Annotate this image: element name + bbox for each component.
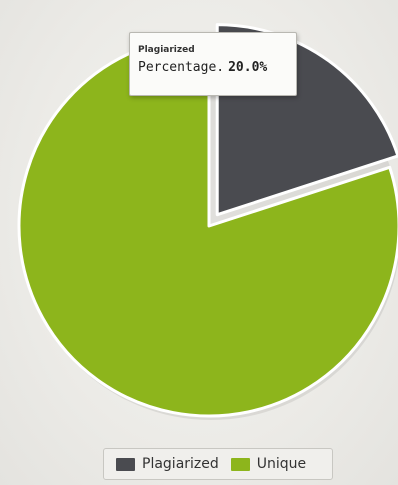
legend-swatch-unique (230, 457, 250, 471)
legend-swatch-plagiarized (116, 457, 135, 471)
tooltip-title: Plagiarized (138, 45, 195, 55)
legend-label-unique: Unique (256, 456, 307, 472)
legend-item-plagiarized[interactable]: Plagiarized (116, 456, 219, 472)
legend: Plagiarized Unique (103, 448, 333, 480)
pie-slice-unique[interactable] (17, 34, 398, 418)
tooltip-line: Percentage. 20.0% (138, 59, 288, 76)
legend-label-plagiarized: Plagiarized (142, 456, 219, 472)
legend-item-unique[interactable]: Unique (230, 456, 307, 472)
tooltip-label: Percentage. (138, 60, 225, 75)
slice-tooltip: Plagiarized Percentage. 20.0% (129, 32, 297, 96)
tooltip-value: 20.0% (228, 60, 268, 75)
